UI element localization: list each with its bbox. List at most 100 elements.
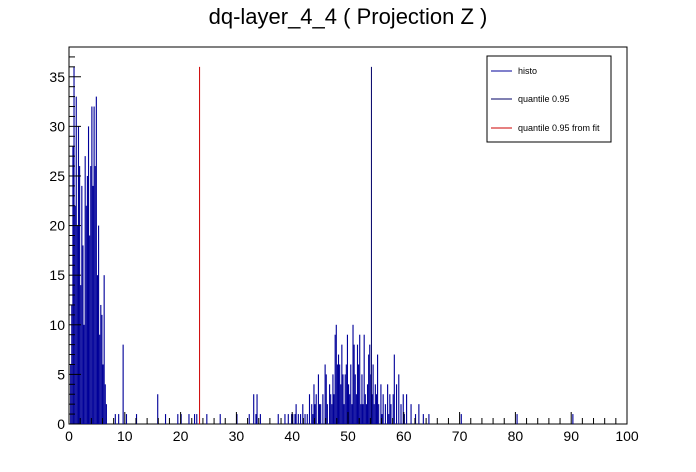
histogram-bar — [82, 245, 84, 424]
histogram-bar — [362, 404, 364, 424]
histogram-bar — [287, 414, 289, 424]
histogram-bar — [343, 404, 345, 424]
histogram-bar — [96, 275, 99, 424]
histogram-bar — [188, 414, 190, 424]
histogram-bar — [196, 414, 198, 424]
histogram-bar — [353, 344, 355, 424]
y-tick-label: 5 — [57, 366, 65, 382]
histogram-bar — [422, 414, 424, 424]
histogram-bar — [206, 414, 208, 424]
histogram-bar — [364, 394, 366, 424]
histogram-bar — [193, 414, 196, 424]
histogram-bar — [365, 404, 367, 424]
histogram-bar — [354, 374, 356, 424]
legend: histo quantile 0.95 quantile 0.95 from f… — [486, 55, 612, 143]
histogram-bar — [414, 414, 417, 424]
histogram-bar — [339, 364, 341, 424]
histogram-bar — [320, 404, 322, 424]
histogram-bar — [295, 404, 297, 424]
histogram-bar — [388, 414, 390, 424]
histogram-bar — [89, 235, 91, 424]
histogram-bar — [375, 394, 378, 424]
y-tick-label: 25 — [49, 168, 65, 184]
y-axis: 0 5 10 15 20 25 30 35 — [49, 56, 81, 432]
y-tick-label: 20 — [49, 218, 65, 234]
histogram-bar — [93, 106, 95, 424]
histogram-bar — [157, 394, 159, 424]
histogram-bar — [79, 166, 81, 425]
histogram-bar — [92, 185, 94, 424]
histogram-bar — [378, 404, 380, 424]
histogram-bar — [83, 324, 85, 424]
histogram-bar — [403, 414, 405, 424]
histogram-bar — [428, 414, 430, 424]
histogram-bar — [99, 334, 101, 424]
x-tick-label: 20 — [173, 428, 189, 444]
x-tick-label: 50 — [340, 428, 356, 444]
histogram-bar — [341, 344, 343, 424]
x-tick-label: 70 — [452, 428, 468, 444]
histogram-bar — [125, 414, 128, 424]
histogram-bar — [361, 374, 363, 424]
histogram-bar — [325, 374, 327, 424]
histogram-bar — [236, 414, 238, 424]
histogram-bar — [219, 414, 221, 424]
histogram-bar — [331, 404, 333, 424]
histogram-bar — [284, 414, 286, 424]
histogram-bar — [304, 414, 306, 424]
histogram-bar — [255, 414, 257, 424]
histogram-bar — [256, 394, 258, 424]
histogram-bar — [90, 166, 92, 425]
histogram-bar — [516, 414, 518, 424]
histogram-bar — [135, 414, 138, 424]
histogram-bar — [351, 404, 353, 424]
histogram-bar — [315, 394, 317, 424]
x-axis: 0 10 20 30 40 50 60 70 80 90 100 — [65, 412, 639, 444]
histogram-bar — [374, 384, 376, 424]
histogram-bar — [389, 394, 391, 424]
histogram-bar — [348, 384, 350, 424]
y-tick-label: 30 — [49, 118, 65, 134]
histogram-bar — [366, 384, 369, 424]
histogram-bar — [80, 285, 82, 424]
histogram-bar — [387, 384, 389, 424]
histogram-bar — [400, 404, 402, 424]
histogram-bar — [393, 354, 395, 424]
histogram-bar — [380, 384, 382, 424]
histogram-bar — [94, 166, 96, 425]
histogram-bar — [369, 344, 371, 424]
histogram-bar — [302, 404, 304, 424]
histogram-bar — [340, 384, 342, 424]
y-tick-label: 0 — [57, 416, 65, 432]
histogram-bar — [333, 394, 335, 424]
histogram-bar — [317, 374, 319, 424]
histogram-bar — [352, 324, 354, 424]
histogram-bar — [292, 414, 294, 424]
histogram-bar — [350, 364, 352, 424]
histogram-bar — [122, 344, 124, 424]
histogram-bar — [342, 374, 344, 424]
histogram-bar — [344, 374, 346, 424]
histogram-bar — [372, 364, 374, 424]
histogram-bar — [345, 364, 347, 424]
histogram-bar — [91, 106, 93, 424]
histogram-bar — [118, 414, 120, 424]
histogram-bar — [398, 374, 400, 424]
y-tick-label: 15 — [49, 267, 65, 283]
histogram-bar — [572, 414, 574, 424]
histogram-bar — [418, 404, 420, 424]
legend-quantile-label: quantile 0.95 — [518, 94, 570, 104]
x-tick-label: 30 — [229, 428, 245, 444]
x-tick-label: 80 — [508, 428, 524, 444]
histogram-bar — [102, 364, 104, 424]
histogram-bar — [313, 384, 315, 424]
histogram-bar — [312, 414, 314, 424]
histogram-bar — [84, 156, 86, 424]
histogram-bar — [363, 334, 365, 424]
x-tick-label: 10 — [117, 428, 133, 444]
histogram-bar — [358, 364, 360, 424]
histogram-bar — [336, 364, 338, 424]
histogram-bar — [248, 414, 250, 424]
histogram-bar — [330, 394, 332, 424]
legend-quantile-fit-label: quantile 0.95 from fit — [518, 123, 600, 133]
